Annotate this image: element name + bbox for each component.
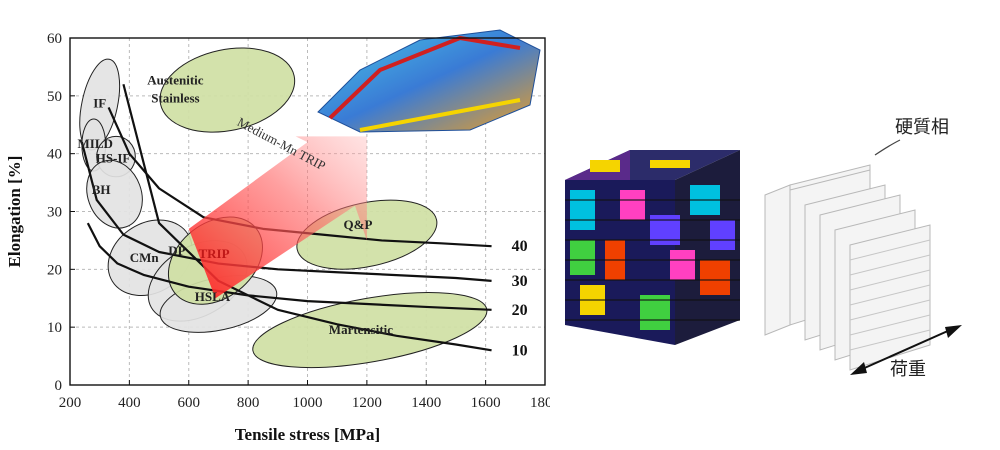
y-tick-label: 20 [47,262,62,278]
steel-regions [79,47,488,369]
y-tick-label: 60 [47,31,62,47]
region-label-if: IF [93,95,106,110]
iso-curve-10 [122,83,492,352]
region-label-austenitic-stainless: Austenitic Stainless [147,72,204,105]
iso-label-30: 30 [512,273,528,290]
region-bh [86,159,143,229]
strength-ductility-arrow [188,136,367,299]
car-pillar-red [328,35,521,120]
microstructure-cube [565,150,740,345]
y-tick-label: 40 [47,147,62,163]
y-tick-label: 50 [47,89,62,105]
y-tick-label: 10 [47,320,62,336]
region-label-hsla: HSLA [195,289,231,304]
y-axis-title: Elongation [%] [5,156,24,268]
hard-phase-leader-line [874,139,901,156]
x-tick-label: 400 [118,395,141,411]
x-tick-label: 1200 [352,395,382,411]
trend-arrow [188,136,367,299]
x-tick-label: 200 [59,395,82,411]
iso-label-10: 10 [512,342,528,359]
load-label: 荷重 [890,359,926,380]
region-label-q-p: Q&P [344,217,373,232]
y-tick-label: 0 [55,378,63,394]
iso-label-20: 20 [512,302,528,319]
region-label-trip: TRIP [198,246,229,261]
iso-label-40: 40 [512,238,528,255]
hard-phase-lamellae [764,164,931,371]
load-arrow [850,325,962,375]
region-austenitic-stainless [159,47,296,133]
region-label-mild: MILD [78,136,113,151]
x-axis-title: Tensile stress [MPa] [235,425,380,444]
hard-phase-label: 硬質相 [895,117,949,138]
x-tick-label: 1000 [293,395,323,411]
region-label-cmn: CMn [130,250,160,265]
x-tick-label: 800 [237,395,260,411]
car-sill-yellow [359,98,521,132]
region-label-dp: DP [168,243,185,258]
region-label-hs-if: HS-IF [96,150,131,165]
car-body-image [317,29,541,133]
x-tick-label: 1400 [411,395,441,411]
region-label-martensitic: Martensitic [329,322,393,337]
region-label-bh: BH [92,182,111,197]
x-tick-label: 600 [178,395,201,411]
y-tick-label: 30 [47,205,62,221]
x-tick-label: 1600 [471,395,501,411]
lamella-grid [849,239,931,351]
microstructure-figure: 硬質相 荷重 [565,117,962,380]
